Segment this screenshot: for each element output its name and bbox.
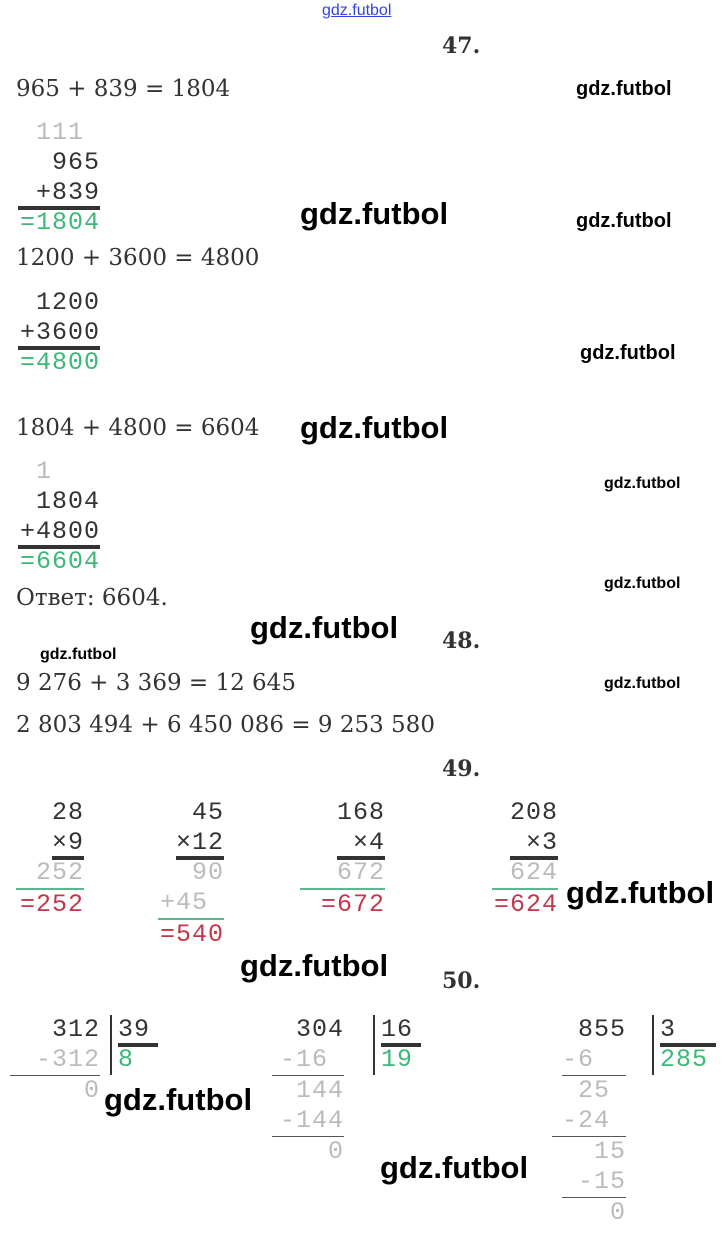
watermark: gdz.futbol [300, 410, 449, 445]
long-division-work: 855 -6 25 -24 15 -15 0 [552, 1015, 626, 1228]
header-link[interactable]: gdz.futbol [322, 2, 392, 19]
watermark: gdz.futbol [250, 610, 399, 645]
equation: 965 + 839 = 1804 [16, 76, 231, 102]
step: 0 [609, 1198, 626, 1227]
watermark: gdz.futbol [604, 575, 681, 592]
step: 144 [295, 1076, 344, 1105]
equation: 2 803 494 + 6 450 086 = 9 253 580 [16, 712, 435, 738]
step: 0 [327, 1137, 344, 1166]
column-multiplication: 28 ×9 252 =252 [0, 798, 84, 920]
divisor-quotient: 16 19 [373, 1015, 421, 1075]
factor: 208 [509, 798, 558, 827]
watermark: gdz.futbol [576, 78, 672, 100]
divisor: 39 [118, 1017, 158, 1047]
long-division-work: 312 -312 0 [10, 1015, 100, 1106]
step: -15 [562, 1167, 626, 1198]
partial-product: 672 [300, 858, 385, 890]
product: =672 [320, 890, 385, 919]
watermark: gdz.futbol [604, 675, 681, 692]
sum: =1804 [19, 208, 100, 237]
task-number-47: 47. [442, 33, 481, 59]
watermark: gdz.futbol [104, 1082, 253, 1117]
column-addition: 1200 +3600 =4800 [10, 288, 100, 378]
answer: Ответ: 6604. [16, 585, 168, 611]
factor: ×9 [51, 830, 84, 860]
task-number-50: 50. [442, 968, 481, 994]
step: -144 [272, 1106, 344, 1137]
watermark: gdz.futbol [576, 210, 672, 232]
task-number-49: 49. [442, 756, 481, 782]
divisor: 16 [381, 1017, 421, 1047]
watermark: gdz.futbol [580, 342, 676, 364]
addend: +839 [18, 180, 100, 210]
partial-product: 252 [16, 858, 84, 890]
sum: =4800 [19, 348, 100, 377]
addend: +4800 [18, 519, 100, 549]
factor: 28 [51, 798, 84, 827]
factor: 45 [191, 798, 224, 827]
column-multiplication: 208 ×3 624 =624 [472, 798, 558, 920]
factor: 168 [336, 798, 385, 827]
watermark: gdz.futbol [300, 196, 449, 231]
divisor-quotient: 39 8 [110, 1015, 158, 1075]
column-multiplication: 168 ×4 672 =672 [300, 798, 385, 920]
step: -24 [552, 1106, 626, 1137]
factor: ×3 [510, 830, 558, 860]
equation: 1804 + 4800 = 6604 [16, 415, 260, 441]
long-division-work: 304 -16 144 -144 0 [272, 1015, 344, 1167]
watermark: gdz.futbol [566, 875, 715, 910]
addend: 1804 [35, 487, 100, 516]
quotient: 8 [110, 1045, 158, 1075]
equation: 9 276 + 3 369 = 12 645 [16, 670, 296, 696]
divisor-quotient: 3 285 [652, 1015, 716, 1075]
quotient: 285 [652, 1045, 716, 1075]
step: 15 [593, 1137, 626, 1166]
partial-product: 624 [492, 858, 558, 890]
factor: ×12 [175, 830, 224, 860]
addend: 965 [51, 148, 100, 177]
partial-product: +45 [158, 888, 224, 920]
watermark: gdz.futbol [40, 646, 117, 663]
column-addition: 111 965 +839 =1804 [10, 118, 100, 238]
watermark: gdz.futbol [240, 948, 389, 983]
product: =252 [19, 890, 84, 919]
dividend: 855 [577, 1015, 626, 1044]
step: -6 [562, 1045, 627, 1076]
factor: ×4 [337, 830, 385, 860]
addend: +3600 [18, 320, 100, 350]
task-number-48: 48. [442, 628, 481, 654]
column-multiplication: 45 ×12 90 +45 =540 [140, 798, 224, 950]
column-addition: 1 1804 +4800 =6604 [10, 457, 100, 577]
sum: =6604 [19, 547, 100, 576]
watermark: gdz.futbol [604, 475, 681, 492]
dividend: 312 [51, 1015, 100, 1044]
step: 25 [577, 1076, 626, 1105]
carry: 111 [35, 118, 100, 147]
quotient: 19 [373, 1045, 421, 1075]
dividend: 304 [295, 1015, 344, 1044]
partial-product: 90 [191, 858, 224, 887]
step: -16 [272, 1045, 344, 1076]
product: =624 [493, 890, 558, 919]
equation: 1200 + 3600 = 4800 [16, 245, 260, 271]
addend: 1200 [35, 288, 100, 317]
step: -312 [10, 1045, 100, 1076]
divisor: 3 [660, 1017, 716, 1047]
product: =540 [159, 920, 224, 949]
carry: 1 [35, 457, 100, 486]
watermark: gdz.futbol [380, 1150, 529, 1185]
step: 0 [83, 1076, 100, 1105]
